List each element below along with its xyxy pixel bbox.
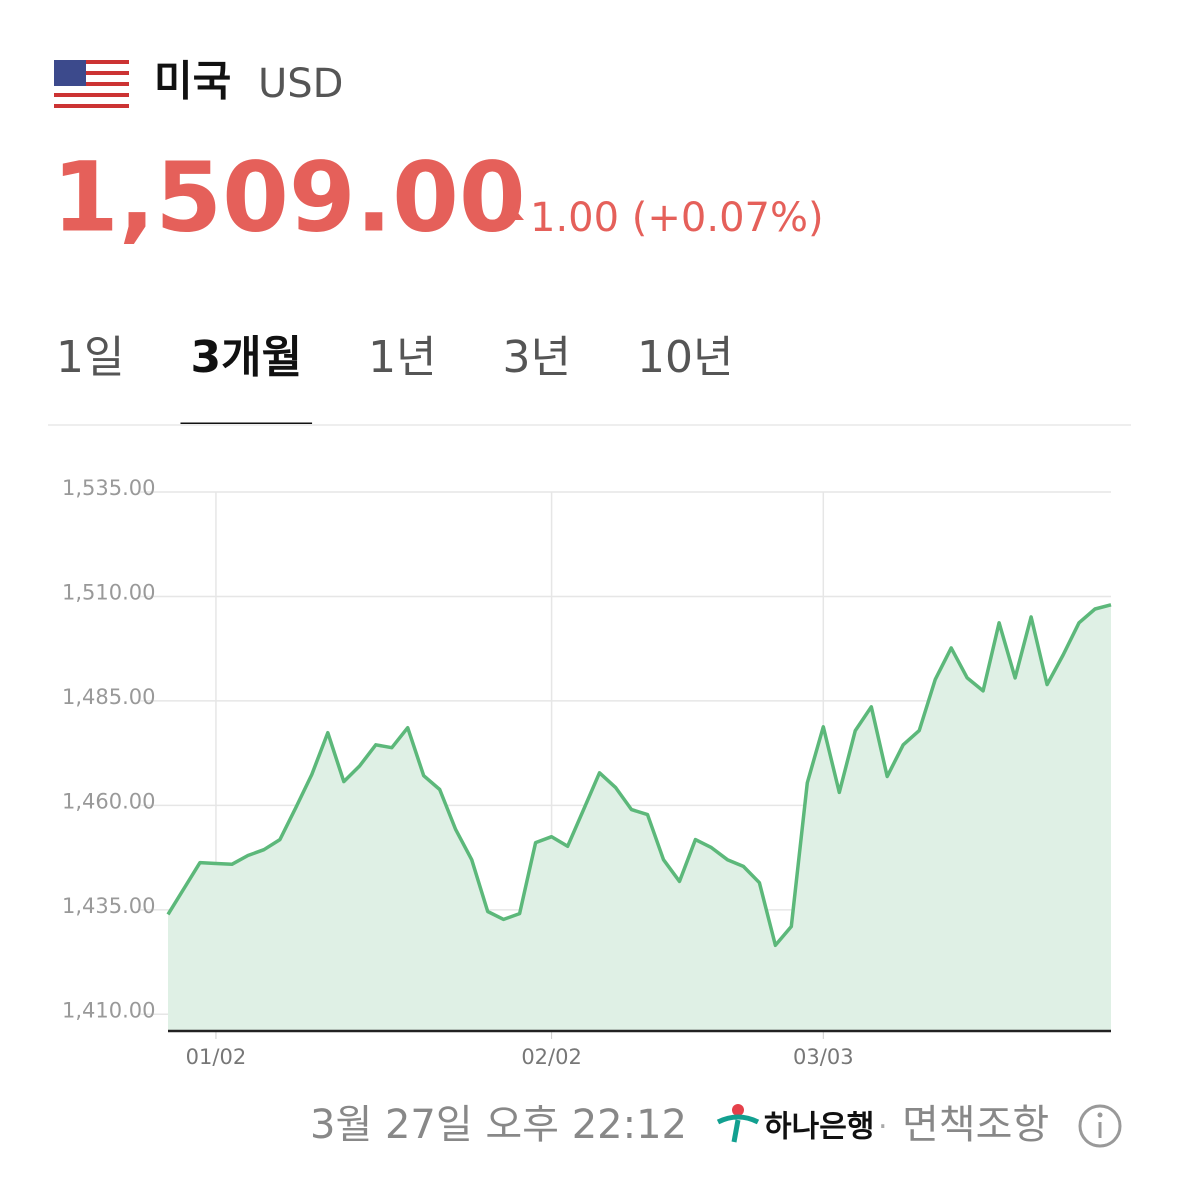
disclaimer[interactable]: 면책조항: [902, 1102, 1049, 1148]
tabs: 1일 3개월 1년 3년 10년: [56, 332, 734, 426]
tab[interactable]: 10년: [637, 332, 733, 383]
price: 1,509.00: [52, 141, 526, 253]
tab[interactable]: 3개월: [190, 332, 302, 383]
x-tick-label: 02/02: [521, 1045, 582, 1069]
x-tick-label: 01/02: [186, 1045, 247, 1069]
price-line: [166, 603, 1112, 948]
y-tick-label: 1,460.00: [62, 789, 156, 813]
y-tick-label: 1,485.00: [62, 685, 156, 709]
bank-logo: [716, 1104, 760, 1143]
y-tick-label: 1,410.00: [62, 998, 156, 1022]
tab[interactable]: 1일: [56, 332, 124, 383]
price-change: 1.00 (+0.07%): [530, 195, 824, 241]
country: 미국: [154, 57, 231, 106]
bank-name: 하나은행: [764, 1110, 874, 1145]
separator: ·: [878, 1110, 888, 1145]
flag: [54, 60, 129, 108]
x-tick-label: 03/03: [793, 1045, 854, 1069]
tab[interactable]: 3년: [503, 332, 571, 383]
up-arrow: [500, 206, 524, 220]
tab[interactable]: 1년: [368, 332, 436, 383]
y-tick-label: 1,535.00: [62, 476, 156, 500]
area: [168, 604, 1111, 1031]
y-tick-label: 1,510.00: [62, 580, 156, 604]
chart: 01/02 02/02 03/03 1,410.00 1,435.00 1,460.00 1…: [62, 476, 1112, 1069]
info-icon[interactable]: [1078, 1104, 1122, 1148]
timestamp: 3월 27일 오후 22:12: [310, 1102, 687, 1148]
y-tick-label: 1,435.00: [62, 894, 156, 918]
currency: USD: [258, 61, 343, 107]
